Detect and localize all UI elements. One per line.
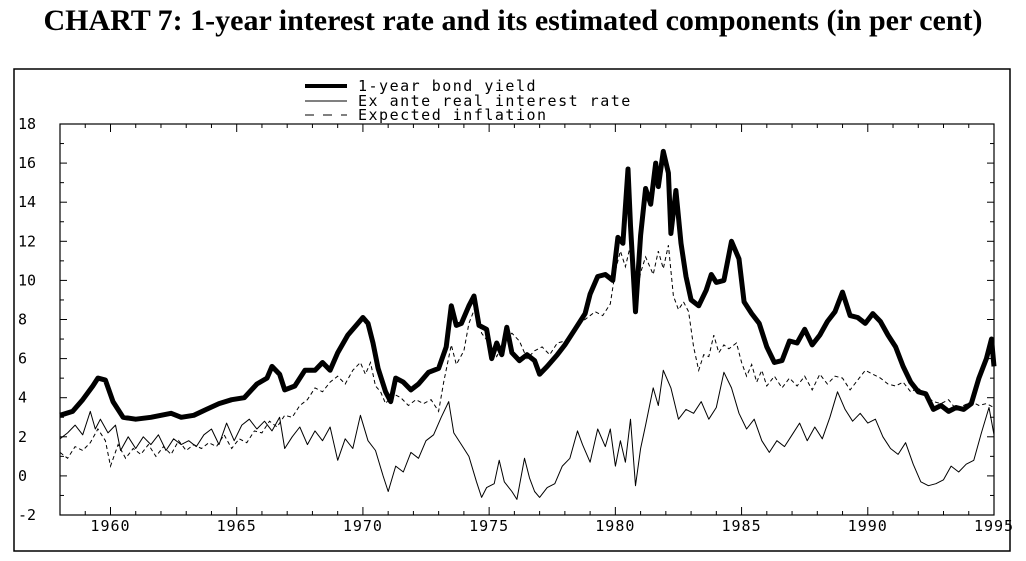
- y-tick-label-2: 14: [18, 193, 36, 211]
- outer-frame: [13, 68, 1011, 552]
- y-axis-labels: 18 16 14 12 10 8 6 4 2 0 -2: [18, 115, 36, 524]
- legend-label-expected-inflation: Expected inflation: [358, 106, 548, 124]
- y-tick-label-8: 2: [18, 428, 27, 446]
- x-tick-label-1990: 1990: [848, 517, 888, 535]
- y-tick-label-0: 18: [18, 115, 36, 133]
- chart-title: CHART 7: 1-year interest rate and its es…: [43, 4, 983, 37]
- y-tick-label-3: 12: [18, 232, 36, 250]
- series-line-1-year-bond-yield: [59, 148, 997, 422]
- y-tick-label-1: 16: [18, 154, 36, 172]
- x-axis-labels: 1960 1965 1970 1975 1980 1985 1990 1995: [90, 517, 1014, 535]
- y-tick-label-5: 8: [18, 311, 27, 329]
- x-tick-label-1985: 1985: [722, 517, 762, 535]
- y-tick-label-9: 0: [18, 467, 27, 485]
- x-tick-label-1995: 1995: [974, 517, 1014, 535]
- x-tick-label-1960: 1960: [90, 517, 130, 535]
- legend-label-real-rate: Ex ante real interest rate: [358, 92, 632, 110]
- plot-frame: [59, 123, 995, 516]
- legend: 1-year bond yield Ex ante real interest …: [305, 77, 632, 124]
- tick-layer: [59, 123, 995, 516]
- series-layer: [59, 148, 997, 500]
- legend-label-bond-yield: 1-year bond yield: [358, 77, 537, 95]
- y-tick-label-4: 10: [18, 271, 36, 289]
- x-tick-label-1970: 1970: [343, 517, 383, 535]
- series-line-ex-ante-real-interest-rate: [59, 369, 995, 500]
- x-tick-label-1965: 1965: [217, 517, 257, 535]
- x-tick-label-1975: 1975: [469, 517, 509, 535]
- series-line-expected-inflation: [59, 245, 995, 468]
- y-tick-label-6: 6: [18, 350, 27, 368]
- x-tick-label-1980: 1980: [595, 517, 635, 535]
- y-tick-label-10: -2: [18, 506, 36, 524]
- y-tick-label-7: 4: [18, 389, 27, 407]
